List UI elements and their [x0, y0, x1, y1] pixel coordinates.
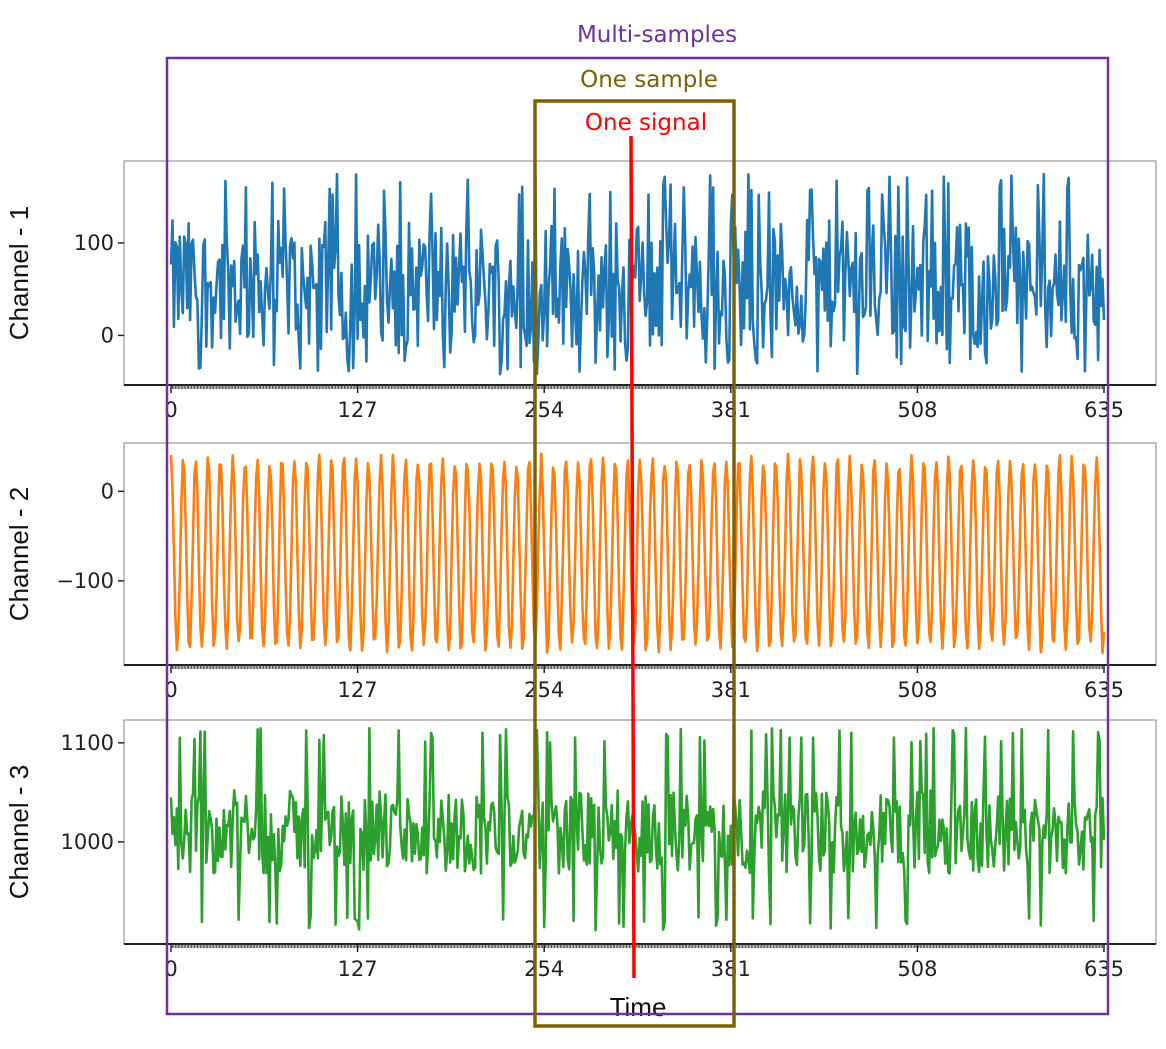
x-axis-title: Time: [610, 992, 667, 1022]
y-tick-label: 0: [101, 479, 114, 503]
series-line-channel-1: [169, 172, 1106, 376]
x-tick-label: 635: [1084, 398, 1124, 422]
one-sample-label: One sample: [580, 67, 718, 93]
series-line-channel-3: [169, 726, 1106, 932]
x-tick-label: 127: [338, 398, 378, 422]
annotations-layer: Multi-samples One sample One signal: [165, 22, 1110, 1028]
x-tick-label: 635: [1084, 957, 1124, 981]
one-signal-label: One signal: [585, 110, 707, 136]
y-tick-label: 1100: [61, 731, 114, 755]
y-axis-title: Channel - 2: [4, 487, 34, 621]
x-tick-label: 635: [1084, 678, 1124, 702]
y-tick-label: 0: [101, 323, 114, 347]
one-sample-box: [533, 99, 736, 1028]
x-tick-label: 254: [524, 678, 564, 702]
x-tick-label: 381: [711, 398, 751, 422]
x-tick-label: 381: [711, 678, 751, 702]
x-tick-label: 508: [897, 957, 937, 981]
x-tick-label: 127: [338, 678, 378, 702]
x-tick-label: 254: [524, 957, 564, 981]
multi-samples-box: [165, 56, 1110, 1016]
x-tick-label: 254: [524, 398, 564, 422]
x-tick-label: 381: [711, 957, 751, 981]
y-tick-label: 1000: [61, 830, 114, 854]
y-axis-title: Channel - 3: [4, 765, 34, 899]
y-tick-label: 100: [74, 231, 114, 255]
y-axis-title: Channel - 1: [4, 206, 34, 340]
y-tick-label: −100: [56, 569, 114, 593]
x-tick-label: 508: [897, 398, 937, 422]
x-tick-label: 508: [897, 678, 937, 702]
series-line-channel-2: [169, 452, 1106, 655]
one-signal-line: [629, 135, 636, 979]
multi-samples-label: Multi-samples: [577, 22, 737, 48]
x-tick-label: 127: [338, 957, 378, 981]
